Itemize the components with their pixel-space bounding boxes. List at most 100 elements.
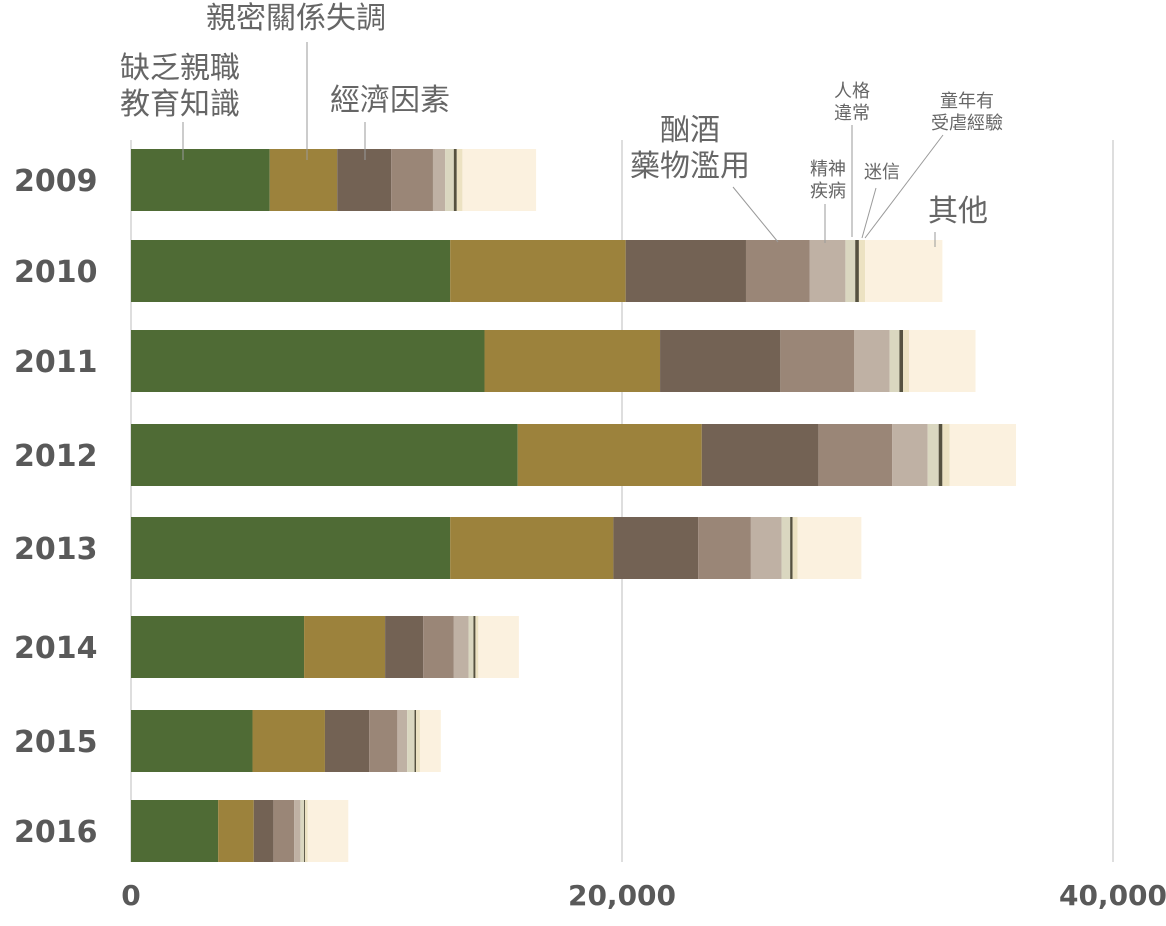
annotation-label: 經濟因素 <box>330 83 450 118</box>
y-tick-label: 2010 <box>14 255 98 290</box>
bar-segment <box>131 149 270 211</box>
bar-segment <box>300 800 305 862</box>
bar-segment <box>423 616 454 678</box>
annotation-label: 受虐經驗 <box>931 113 1003 134</box>
annotation-label: 疾病 <box>810 181 846 202</box>
bar-segment <box>462 149 537 211</box>
bar-segment <box>473 616 476 678</box>
bar-segment <box>397 710 408 772</box>
y-axis-labels: 2009 2010 2011 2012 2013 2014 2015 2016 <box>14 164 98 850</box>
bar-segment <box>790 517 793 579</box>
bar-segment <box>131 616 305 678</box>
bar-segment <box>698 517 751 579</box>
bar-segment <box>304 800 306 862</box>
bar-segment <box>450 240 626 302</box>
bar-segment <box>853 330 890 392</box>
bar-segment <box>478 616 519 678</box>
y-tick-label: 2009 <box>14 164 98 199</box>
bar-segment <box>858 240 866 302</box>
bar-segment <box>468 616 474 678</box>
bar-segment <box>414 710 417 772</box>
bar-segment <box>252 710 325 772</box>
bar-segment <box>750 517 782 579</box>
bar-segment <box>218 800 254 862</box>
x-axis-labels: 0 20,000 40,000 <box>121 879 1166 912</box>
bar-segment <box>792 517 798 579</box>
leader-line <box>861 187 877 239</box>
bar-segment <box>892 424 928 486</box>
bar-segment <box>809 240 846 302</box>
bar-segment <box>307 800 349 862</box>
bar-segment <box>475 616 479 678</box>
bar-segment <box>337 149 392 211</box>
bar-segment <box>855 240 859 302</box>
bar-segment <box>889 330 900 392</box>
bar-segment <box>253 800 274 862</box>
bar-segment <box>369 710 398 772</box>
bar-segment <box>781 517 791 579</box>
bar-segment <box>909 330 976 392</box>
bar-segment <box>927 424 939 486</box>
bar-segment <box>745 240 810 302</box>
bar-segment <box>131 800 219 862</box>
annotation-label: 教育知識 <box>120 87 240 122</box>
y-tick-label: 2015 <box>14 725 98 760</box>
bar-segment <box>385 616 424 678</box>
bar-segment <box>456 149 463 211</box>
annotation-label: 人格 <box>834 81 870 102</box>
bar-segment <box>453 149 457 211</box>
bar-segment <box>445 149 454 211</box>
bar-segment <box>131 424 518 486</box>
bar-segment <box>407 710 415 772</box>
annotation-label: 藥物濫用 <box>630 149 750 184</box>
annotation-label: 精神 <box>810 159 846 180</box>
bar-segment <box>305 800 308 862</box>
bar-segment <box>780 330 854 392</box>
annotation-label: 其他 <box>928 194 988 229</box>
y-tick-label: 2012 <box>14 439 98 474</box>
bar-segment <box>131 330 485 392</box>
bar-segment <box>660 330 781 392</box>
annotation-label: 童年有 <box>940 91 994 112</box>
annotation-label: 違常 <box>834 103 870 124</box>
bar-segment <box>625 240 746 302</box>
bar-segment <box>419 710 441 772</box>
bar-segment <box>416 710 420 772</box>
x-tick-label: 40,000 <box>1059 879 1166 912</box>
x-tick-label: 0 <box>121 879 140 912</box>
annotation-label: 迷信 <box>864 162 900 183</box>
bar-segment <box>131 517 451 579</box>
bar-segment <box>294 800 301 862</box>
bar-segment <box>273 800 295 862</box>
bar-segment <box>701 424 819 486</box>
bar-segment <box>903 330 910 392</box>
bars <box>131 149 1017 862</box>
bar-segment <box>453 616 469 678</box>
annotation-label: 親密關係失調 <box>206 1 386 36</box>
bar-segment <box>391 149 433 211</box>
annotation-label: 酗酒 <box>660 113 720 148</box>
leader-line <box>732 186 779 243</box>
bar-segment <box>865 240 943 302</box>
annotation-label: 缺乏親職 <box>120 51 240 86</box>
bar-segment <box>517 424 702 486</box>
x-tick-label: 20,000 <box>568 879 676 912</box>
bar-segment <box>818 424 893 486</box>
leader-line <box>864 134 944 239</box>
y-tick-label: 2013 <box>14 532 98 567</box>
bar-segment <box>942 424 950 486</box>
bar-segment <box>938 424 943 486</box>
bar-segment <box>845 240 856 302</box>
bar-segment <box>899 330 904 392</box>
bar-segment <box>432 149 446 211</box>
bar-segment <box>797 517 862 579</box>
bar-segment <box>131 710 253 772</box>
y-tick-label: 2011 <box>14 345 98 380</box>
bar-segment <box>131 240 451 302</box>
bar-segment <box>613 517 699 579</box>
bar-segment <box>304 616 386 678</box>
bar-segment <box>949 424 1017 486</box>
